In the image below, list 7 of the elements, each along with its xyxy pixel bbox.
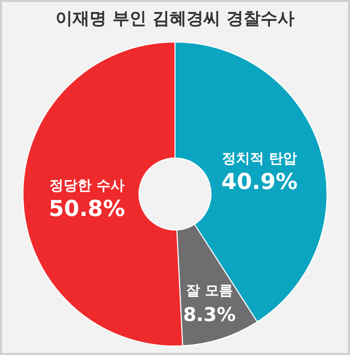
chart-title: 이재명 부인 김혜경씨 경찰수사 bbox=[56, 9, 294, 29]
slice-label: 정치적 탄압 bbox=[222, 151, 298, 168]
slice-label: 잘 모름 bbox=[186, 283, 233, 300]
data-label: 40.9% bbox=[221, 170, 298, 196]
data-label: 8.3% bbox=[183, 304, 236, 326]
slice-label: 정당한 수사 bbox=[49, 178, 124, 194]
data-label: 50.8% bbox=[48, 197, 126, 222]
